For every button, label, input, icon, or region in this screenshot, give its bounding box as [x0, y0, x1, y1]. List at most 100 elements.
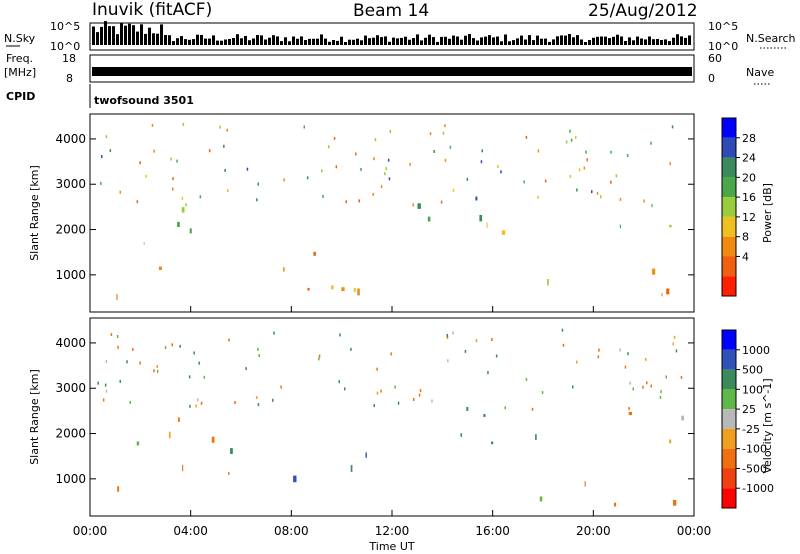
noise-bar	[676, 34, 679, 45]
x-tick-label: 16:00	[475, 524, 510, 538]
power-echo	[433, 150, 435, 153]
power-echo	[145, 174, 147, 178]
velocity-echo	[672, 342, 674, 346]
power-echo	[373, 157, 375, 161]
noise-bar	[448, 38, 451, 45]
noise-bar	[112, 26, 115, 45]
noise-bar	[168, 35, 171, 45]
power-echo	[219, 125, 221, 129]
noise-bar	[140, 24, 143, 45]
power-colorbar-tick-label: 12	[742, 211, 756, 224]
noise-bar	[484, 36, 487, 45]
freq-left-tick-bottom: 8	[66, 72, 73, 85]
power-echo	[360, 168, 362, 171]
noise-bar	[488, 35, 491, 45]
freq-left-label-1: Freq.	[6, 52, 33, 65]
noise-bar	[640, 38, 643, 45]
power-echo	[565, 140, 568, 144]
velocity-echo	[245, 367, 247, 371]
power-echo	[661, 293, 663, 297]
velocity-echo	[164, 346, 167, 350]
power-echo	[109, 149, 112, 153]
velocity-echo	[624, 365, 627, 369]
power-colorbar-segment	[722, 256, 736, 277]
noise-bar	[380, 37, 383, 45]
velocity-echo	[466, 406, 469, 411]
power-y-label: Slant Range [km]	[28, 165, 41, 261]
velocity-echo	[446, 335, 449, 339]
noise-bar	[532, 40, 535, 45]
noise-bar	[416, 34, 419, 45]
power-echo	[569, 129, 571, 133]
power-echo	[429, 132, 432, 136]
power-echo	[172, 177, 174, 181]
noise-right-label: N.Search	[746, 32, 796, 45]
noise-bar	[364, 35, 367, 45]
noise-bar	[632, 40, 635, 45]
velocity-echo	[431, 399, 433, 403]
noise-bar	[320, 34, 323, 45]
cpid-label: CPID	[6, 90, 35, 103]
noise-left-tick-bottom: 10^0	[50, 40, 80, 53]
noise-bar	[116, 34, 119, 45]
power-echo	[223, 144, 225, 148]
velocity-colorbar-tick-label: -1000	[742, 482, 774, 495]
noise-bar	[344, 42, 347, 45]
velocity-echo	[598, 348, 600, 352]
velocity-echo	[673, 499, 677, 506]
velocity-echo	[168, 431, 171, 439]
velocity-echo	[681, 415, 685, 421]
noise-bar	[660, 40, 663, 45]
power-echo	[583, 166, 586, 170]
power-echo	[497, 165, 499, 168]
velocity-echo	[561, 328, 564, 332]
noise-bar	[196, 34, 199, 45]
noise-bar	[388, 41, 391, 45]
velocity-echo	[495, 354, 498, 358]
power-echo	[547, 279, 549, 286]
noise-bar	[456, 36, 459, 45]
noise-bar	[480, 37, 483, 45]
power-colorbar-tick-label: 20	[742, 171, 756, 184]
noise-bar	[392, 37, 395, 45]
freq-panel-frame	[89, 54, 695, 83]
velocity-echo	[257, 403, 260, 407]
power-echo	[208, 149, 211, 153]
power-colorbar-tick-label: 28	[742, 132, 756, 145]
noise-panel-frame	[89, 22, 695, 51]
noise-bar	[444, 36, 447, 45]
noise-left-label: N.Sky	[4, 32, 36, 45]
velocity-echo	[350, 347, 352, 351]
velocity-echo	[487, 371, 489, 375]
velocity-echo	[228, 338, 230, 342]
velocity-echo	[673, 335, 676, 339]
noise-bar	[644, 39, 647, 45]
noise-bar	[308, 38, 311, 45]
noise-bar	[352, 39, 355, 45]
velocity-echo	[464, 349, 467, 353]
power-echo	[586, 158, 588, 162]
velocity-colorbar-tick-label: -25	[742, 423, 760, 436]
velocity-y-label: Slant Range [km]	[28, 369, 41, 465]
velocity-echo	[539, 496, 543, 502]
velocity-echo	[178, 417, 180, 422]
power-colorbar: 28 24 20 16 12 8 4	[721, 117, 756, 297]
velocity-echo	[203, 375, 206, 379]
noise-bar	[564, 35, 567, 45]
noise-bar	[228, 39, 231, 45]
velocity-echo	[132, 347, 134, 351]
noise-bar	[216, 40, 219, 45]
freq-right-tick-top: 60	[708, 52, 722, 65]
power-echo	[537, 195, 539, 199]
power-echo	[181, 207, 185, 213]
freq-trace	[92, 67, 692, 76]
velocity-echo	[376, 367, 378, 371]
velocity-echo	[669, 439, 672, 444]
power-echo	[357, 288, 360, 296]
noise-bar	[420, 40, 423, 45]
power-echo	[322, 195, 324, 198]
noise-bar	[120, 22, 123, 45]
power-echo	[143, 242, 145, 245]
noise-bar	[136, 31, 139, 45]
velocity-echo	[460, 433, 462, 437]
